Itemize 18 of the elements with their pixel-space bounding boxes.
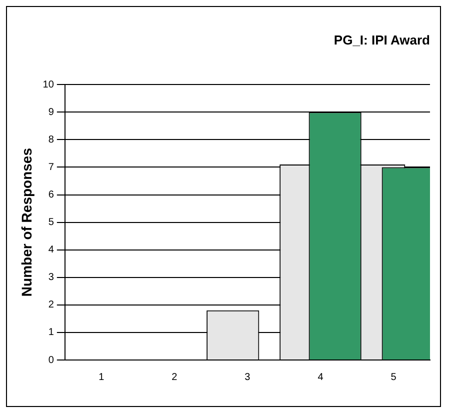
- y-tick-label: 0: [48, 354, 54, 366]
- y-tick-label: 1: [48, 327, 54, 338]
- y-tick-label: 4: [48, 244, 54, 256]
- y-tick-label: 10: [42, 79, 54, 90]
- y-tick-label: 3: [48, 272, 54, 284]
- x-tick-label: 1: [98, 372, 105, 383]
- y-tick-label: 8: [48, 134, 54, 146]
- y-tick-label: 7: [48, 162, 54, 173]
- y-tick-label: 6: [48, 190, 54, 201]
- y-tick-label: 9: [48, 106, 54, 118]
- x-tick-label: 3: [244, 372, 251, 383]
- y-axis-title: Number of Responses: [18, 148, 34, 297]
- x-tick-label: 4: [318, 372, 324, 383]
- y-tick-label: 5: [48, 217, 54, 228]
- x-tick-label: 2: [172, 372, 178, 383]
- y-tick-label: 2: [48, 300, 54, 311]
- chart-title: PG_I: IPI Award: [334, 32, 430, 48]
- x-tick-label: 5: [390, 372, 397, 383]
